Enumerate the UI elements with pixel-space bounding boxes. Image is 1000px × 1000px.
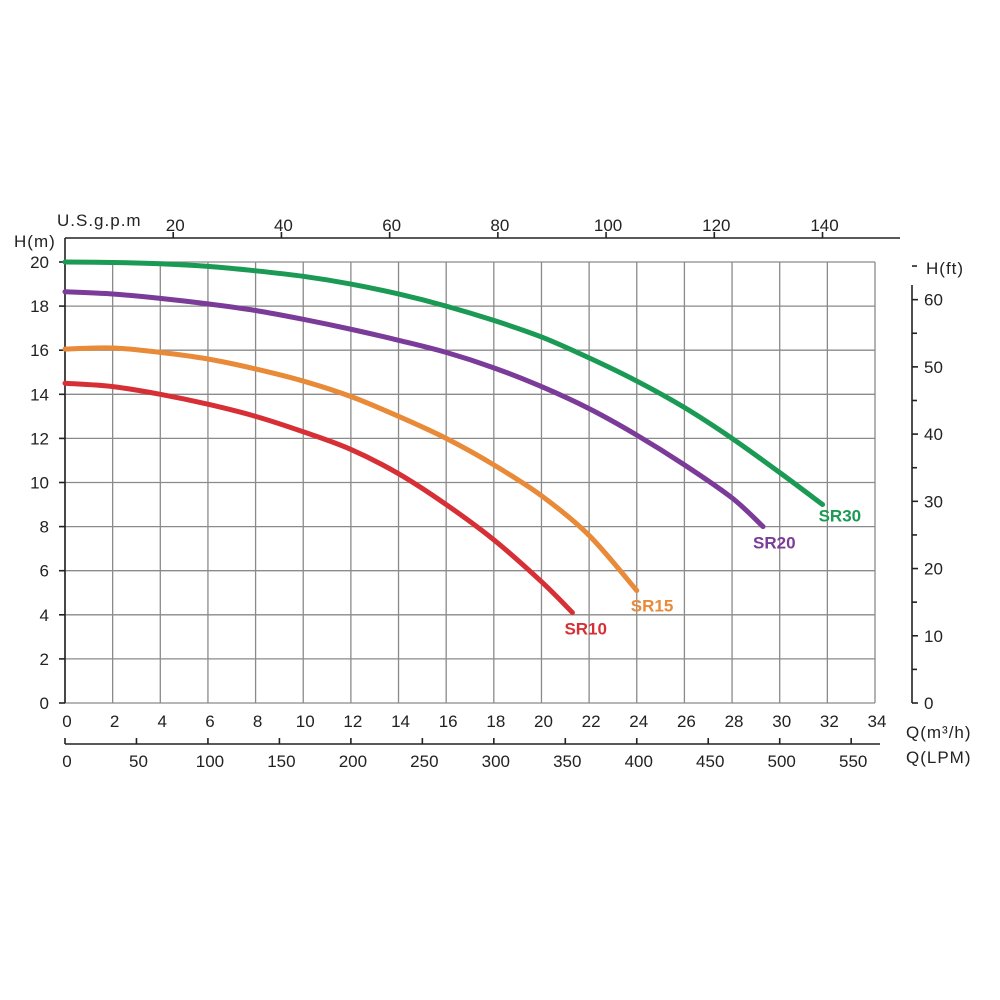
y-tick-label: 20 (30, 253, 49, 272)
curve-sr15 (62, 345, 640, 594)
x-tick-label: 20 (534, 712, 553, 731)
top-tick-label: 140 (810, 216, 838, 235)
top-axis-title: U.S.g.p.m (57, 211, 142, 230)
top-tick-label: 80 (490, 216, 509, 235)
top-tick-label: 60 (382, 216, 401, 235)
right-tick-label: 10 (924, 627, 943, 646)
y-tick-label: 6 (40, 562, 49, 581)
y-tick-label: 14 (30, 385, 49, 404)
x-tick-label: 32 (820, 712, 839, 731)
x-tick-label: 4 (158, 712, 167, 731)
x-tick-label: 10 (296, 712, 315, 731)
x-tick-label: 2 (110, 712, 119, 731)
x-tick-label: 16 (439, 712, 458, 731)
curve-sr10 (62, 380, 575, 616)
x2-tick-label: 250 (410, 752, 438, 771)
right-tick-label: 20 (924, 560, 943, 579)
x-tick-label: 28 (725, 712, 744, 731)
x-tick-label: 18 (486, 712, 505, 731)
x-tick-label: 6 (205, 712, 214, 731)
x-tick-label: 34 (868, 712, 887, 731)
y-tick-label: 12 (30, 429, 49, 448)
series-label-sr20: SR20 (753, 534, 796, 553)
right-tick-label: 50 (924, 358, 943, 377)
x2-tick-label: 550 (839, 752, 867, 771)
y-tick-label: 0 (40, 694, 49, 713)
top-tick-label: 20 (166, 216, 185, 235)
series-labels: SR10 SR15 SR20 SR30 (564, 507, 861, 639)
grid (64, 261, 876, 704)
series-label-sr15: SR15 (631, 597, 674, 616)
x-tick-label: 30 (772, 712, 791, 731)
y-tick-label: 4 (40, 606, 49, 625)
series-label-sr10: SR10 (564, 620, 607, 639)
y-tick-label: 8 (40, 518, 49, 537)
x2-tick-label: 350 (553, 752, 581, 771)
right-tick-label: 40 (924, 425, 943, 444)
y-tick-label: 18 (30, 297, 49, 316)
x2-tick-label: 300 (482, 752, 510, 771)
x-tick-label: 24 (629, 712, 648, 731)
y-axis-title: H(m) (14, 232, 56, 251)
x2-tick-label: 100 (196, 752, 224, 771)
top-tick-label: 120 (702, 216, 730, 235)
x-tick-label: 0 (62, 712, 71, 731)
curve-sr20 (62, 289, 766, 530)
x2-tick-label: 450 (696, 752, 724, 771)
x-tick-label: 22 (582, 712, 601, 731)
x-tick-label: 8 (253, 712, 262, 731)
y-tick-label: 2 (40, 650, 49, 669)
x-tick-label: 26 (677, 712, 696, 731)
x2-tick-label: 200 (339, 752, 367, 771)
right-tick-label: 30 (924, 492, 943, 511)
top-tick-label: 40 (274, 216, 293, 235)
y-tick-label: 16 (30, 341, 49, 360)
top-tick-label: 100 (594, 216, 622, 235)
right-tick-label: 0 (924, 694, 933, 713)
x2-tick-label: 400 (625, 752, 653, 771)
x2-tick-label: 150 (267, 752, 295, 771)
right-tick-label: 60 (924, 291, 943, 310)
curve-sr30 (62, 259, 826, 508)
x2-tick-label: 0 (62, 752, 71, 771)
x-tick-label: 14 (391, 712, 410, 731)
x2-axis-title: Q(LPM) (906, 748, 972, 767)
x-axis-title: Q(m³/h) (906, 723, 972, 742)
series-curves (62, 259, 826, 616)
x-tick-label: 12 (343, 712, 362, 731)
right-axis-title: H(ft) (926, 259, 964, 278)
y-tick-label: 10 (30, 474, 49, 493)
x2-tick-label: 50 (129, 752, 148, 771)
x2-tick-label: 500 (768, 752, 796, 771)
series-label-sr30: SR30 (819, 507, 862, 526)
